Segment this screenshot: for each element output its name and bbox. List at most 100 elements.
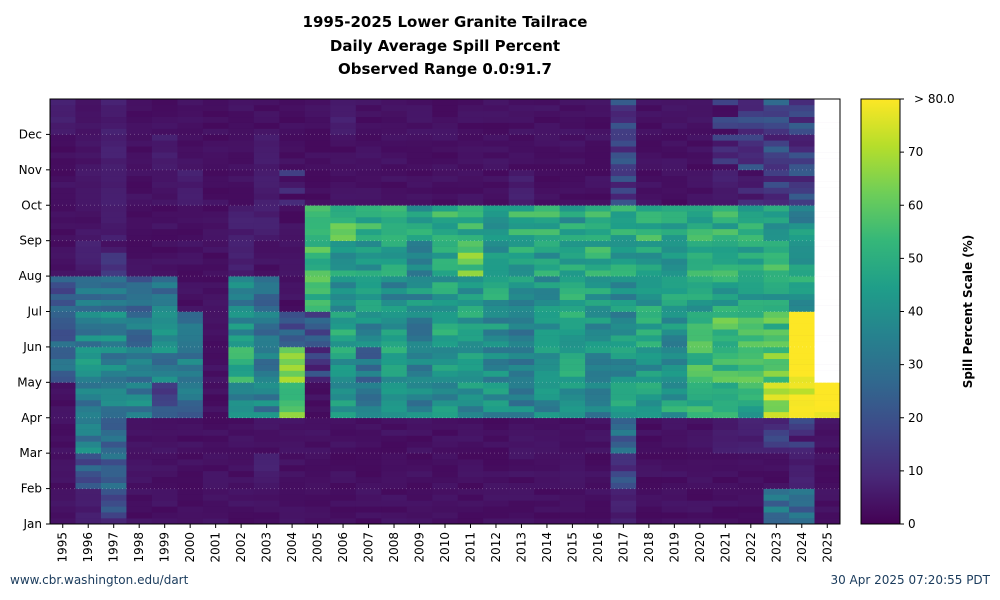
heat-cell — [712, 329, 739, 336]
heat-cell — [406, 146, 433, 153]
heat-cell — [508, 299, 535, 306]
heat-cell — [432, 146, 459, 153]
heat-cell — [585, 317, 611, 324]
heat-cell — [687, 163, 713, 171]
heat-cell — [126, 146, 153, 153]
heat-cell — [406, 246, 433, 253]
heat-cell — [279, 293, 306, 300]
heat-cell — [661, 506, 688, 513]
footer-source-link[interactable]: www.cbr.washington.edu/dart — [10, 573, 189, 587]
heat-cell — [202, 199, 229, 206]
heat-cell — [483, 470, 510, 478]
heat-cell — [304, 152, 331, 159]
heat-cell — [126, 276, 153, 283]
heat-cell — [202, 252, 229, 259]
heat-cell — [304, 500, 331, 507]
heat-cell — [253, 417, 280, 424]
heat-cell — [355, 240, 382, 247]
heat-cell — [738, 205, 764, 212]
heat-cell — [687, 99, 713, 106]
heat-cell — [712, 506, 739, 513]
heat-cell — [330, 435, 357, 442]
heat-cell — [228, 341, 255, 348]
heat-cell — [50, 311, 76, 318]
heat-cell — [712, 417, 739, 424]
heat-cell — [50, 228, 76, 236]
heat-cell — [789, 217, 815, 224]
heat-cell — [304, 435, 331, 442]
heat-cell — [355, 152, 382, 159]
heat-cell — [559, 423, 586, 430]
heat-cell — [763, 405, 790, 413]
heat-cell — [202, 441, 229, 448]
heat-cell — [457, 158, 484, 165]
heat-cell — [534, 376, 560, 383]
heat-cell — [75, 193, 102, 200]
heat-cell — [126, 99, 153, 106]
heat-cell — [100, 152, 127, 159]
heat-cell — [763, 423, 790, 430]
heat-cell — [483, 394, 510, 401]
heat-cell — [483, 364, 510, 371]
heat-cell — [687, 400, 713, 407]
heat-cell — [712, 246, 739, 253]
heat-cell — [432, 305, 459, 312]
x-tick-label: 2025 — [820, 532, 834, 563]
heat-cell — [253, 394, 280, 401]
heat-cell — [712, 459, 739, 466]
heat-cell — [585, 435, 611, 442]
heat-cell — [712, 169, 739, 177]
heat-cell — [330, 146, 357, 153]
heat-cell — [559, 152, 586, 159]
heat-cell — [202, 187, 229, 194]
y-tick-label: Jun — [22, 340, 42, 354]
heat-cell — [789, 488, 815, 495]
heat-cell — [50, 240, 76, 247]
heat-cell — [381, 352, 408, 360]
heat-cell — [534, 299, 560, 306]
heat-cell — [534, 104, 560, 112]
heat-cell — [432, 423, 459, 430]
heat-cell — [202, 405, 229, 413]
heat-cell — [534, 341, 560, 348]
y-tick-label: Aug — [19, 269, 42, 283]
heat-cell — [738, 252, 764, 259]
heat-cell — [559, 370, 586, 377]
heat-cell — [636, 335, 662, 342]
heat-cell — [279, 104, 306, 112]
heat-cell — [381, 405, 408, 413]
heat-cell — [432, 441, 459, 448]
heat-cell — [432, 506, 459, 513]
heat-cell — [406, 222, 433, 230]
heat-cell — [228, 518, 255, 525]
heat-cell — [406, 476, 433, 483]
heat-cell — [406, 175, 433, 182]
heat-cell — [432, 134, 459, 141]
heat-cell — [687, 341, 713, 348]
heat-cell — [50, 163, 76, 171]
heat-cell — [279, 370, 306, 377]
heat-cell — [330, 453, 357, 460]
heat-cell — [330, 405, 357, 413]
heat-cell — [381, 222, 408, 230]
heat-cell — [75, 281, 102, 289]
heat-cell — [610, 382, 637, 389]
heat-cell — [304, 429, 331, 436]
heat-cell — [202, 323, 229, 330]
heat-cell — [814, 116, 841, 123]
heat-cell — [738, 211, 764, 218]
heat-cell — [559, 459, 586, 466]
heat-cell — [253, 341, 280, 348]
heat-cell — [432, 240, 459, 247]
heat-cell — [534, 411, 560, 419]
heat-cell — [253, 281, 280, 289]
heat-cell — [50, 187, 76, 194]
heat-cell — [687, 116, 713, 123]
heat-cell — [202, 488, 229, 495]
heat-cell — [202, 512, 229, 519]
heat-cell — [151, 311, 178, 318]
heat-cell — [508, 128, 535, 135]
heat-cell — [534, 222, 560, 230]
heat-cell — [585, 411, 611, 419]
heat-cell — [508, 134, 535, 141]
